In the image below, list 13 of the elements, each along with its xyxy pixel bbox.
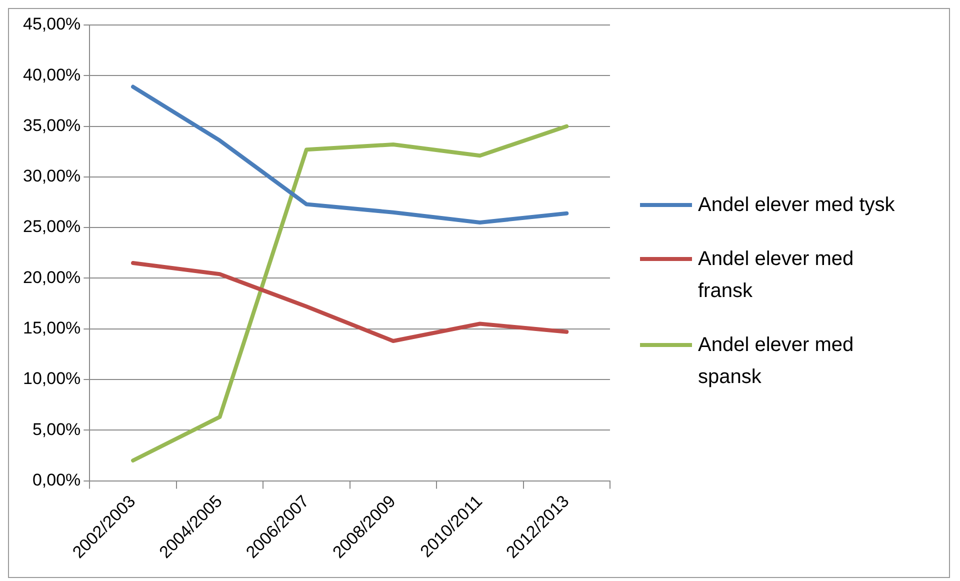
y-tick-label: 20,00% (22, 268, 81, 287)
y-tick-label: 45,00% (22, 14, 81, 34)
y-tick-label: 35,00% (22, 116, 81, 135)
legend-label: Andel elever med fransk (698, 246, 855, 304)
y-tick-label: 5,00% (32, 420, 81, 439)
y-tick-label: 10,00% (22, 369, 81, 388)
y-tick-label: 40,00% (22, 65, 81, 84)
y-tick-label: 30,00% (22, 166, 81, 186)
legend-label: Andel elever med spansk (698, 332, 855, 390)
y-tick-label: 25,00% (22, 217, 81, 236)
y-tick-label: 15,00% (22, 318, 81, 338)
legend-label: Andel elever med tysk (698, 192, 896, 218)
y-tick-label: 0,00% (32, 470, 81, 490)
